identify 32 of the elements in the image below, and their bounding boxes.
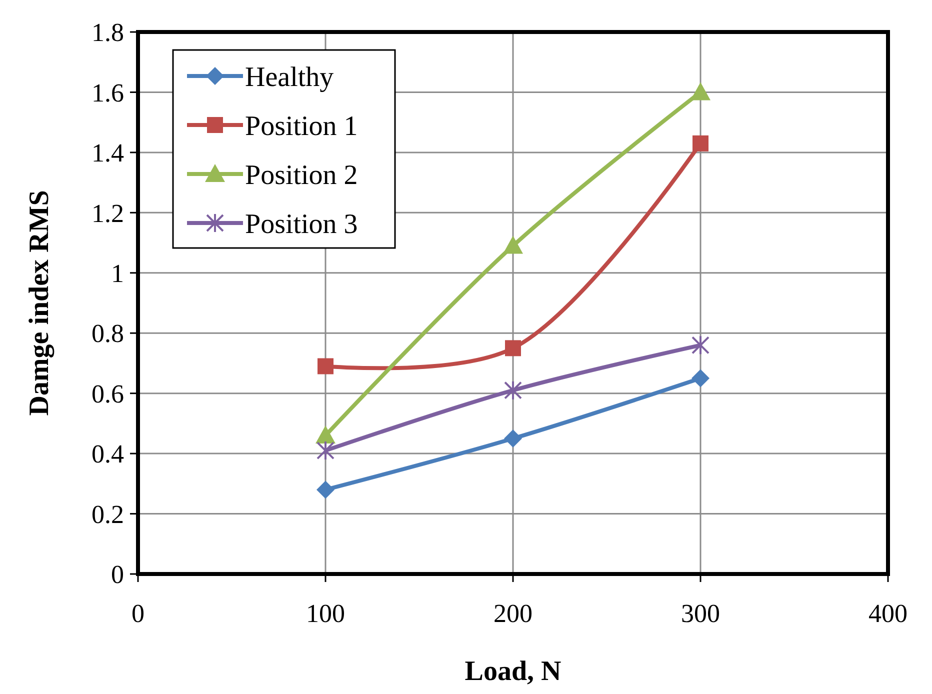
point [504, 380, 522, 400]
y-tick-label: 0 [111, 560, 124, 590]
y-tick-label: 1.2 [92, 198, 124, 228]
point [504, 430, 522, 448]
x-tick-label: 200 [494, 599, 532, 628]
y-tick-label: 1.4 [92, 138, 124, 168]
legend-label: Position 1 [245, 110, 358, 142]
point [316, 425, 336, 444]
y-tick-label: 1 [111, 258, 124, 288]
y-tick-label: 0.4 [92, 440, 124, 469]
x-tick-label: 0 [132, 599, 144, 628]
legend-label: Healthy [245, 62, 334, 93]
point [692, 369, 710, 388]
x-tick-label: 300 [681, 599, 720, 628]
legend-label: Position 2 [245, 160, 358, 191]
x-tick-label: 400 [868, 599, 908, 628]
y-tick-label: 1.6 [92, 78, 124, 108]
legend-label: Position 3 [245, 208, 358, 240]
x-tick-label: 100 [306, 599, 345, 628]
point [692, 335, 710, 356]
y-tick-label: 0.2 [92, 500, 124, 529]
y-tick-label: 1.8 [92, 18, 124, 48]
y-axis-title: Damge index RMS [24, 190, 55, 416]
y-tick-label: 0.6 [92, 379, 124, 408]
point [316, 440, 334, 461]
point [505, 340, 521, 356]
x-axis-title: Load, N [464, 656, 562, 687]
y-tick-label: 0.8 [92, 319, 124, 348]
point [692, 135, 708, 152]
point [318, 358, 334, 374]
point [503, 236, 523, 254]
point [316, 480, 334, 499]
